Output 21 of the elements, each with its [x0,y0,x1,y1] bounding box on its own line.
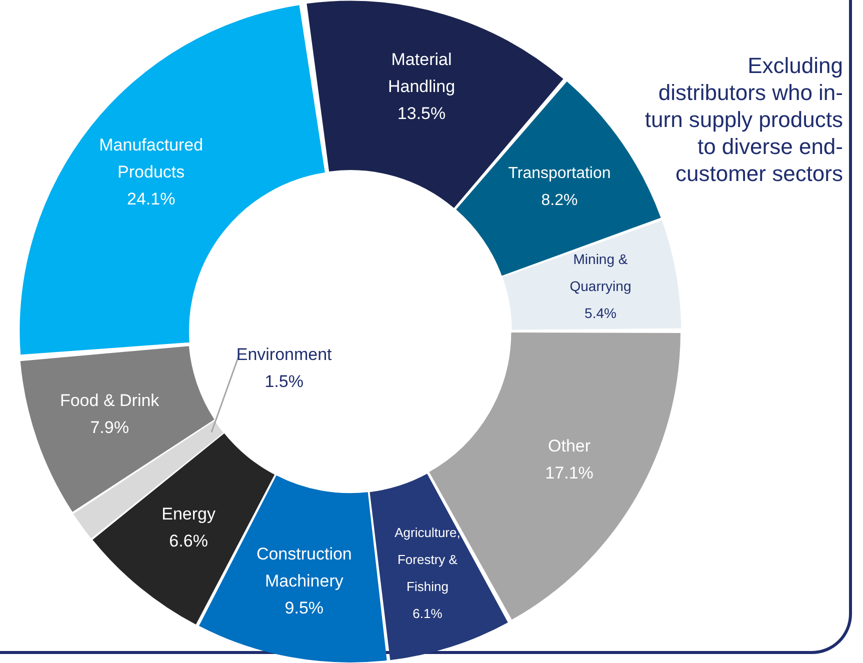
data-label: 8.2% [541,192,578,210]
slice-label: Other [548,436,591,456]
data-label: 1.5% [264,372,304,392]
slice-label: Agriculture, Forestry & Fishing [394,524,460,594]
slice-label: Mining & Quarrying [570,250,632,294]
data-label: 6.1% [412,606,443,621]
data-label: 13.5% [397,104,446,124]
slice-label: Energy [162,504,216,524]
slice-label: Manufactured Products [99,136,204,182]
slice-label: Construction Machinery [256,544,352,590]
data-label: 5.4% [584,304,616,321]
slice-label: Material Handling [388,50,456,96]
data-label: 6.6% [169,531,208,550]
slice-label: Food & Drink [60,390,160,410]
slice-label: Environment [236,345,332,364]
data-label: 7.9% [90,418,129,437]
text: Excluding distributors who in-turn supply products to diverse end-customer sectors [644,52,843,187]
data-label: 17.1% [545,464,594,483]
data-label: 24.1% [127,190,176,209]
slice-label: Transportation [508,165,611,182]
data-label: 9.5% [284,598,324,618]
